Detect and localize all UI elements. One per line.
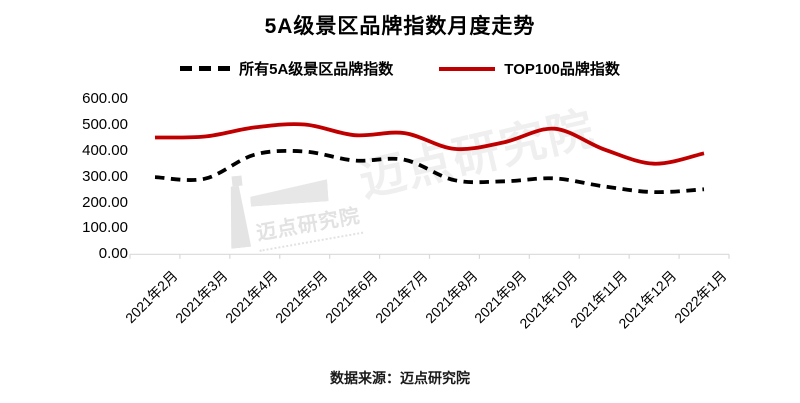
y-axis-tick-label: 200.00 bbox=[82, 193, 128, 211]
legend-item-top100: TOP100品牌指数 bbox=[439, 58, 620, 79]
legend-item-all-5a: 所有5A级景区品牌指数 bbox=[180, 58, 393, 79]
series-line-all-5a bbox=[154, 148, 705, 195]
dashed-line-swatch-icon bbox=[180, 66, 231, 71]
legend-item-label: 所有5A级景区品牌指数 bbox=[239, 61, 394, 78]
y-axis-tick-label: 100.00 bbox=[82, 219, 128, 237]
page-title: 5A级景区品牌指数月度走势 bbox=[264, 15, 536, 38]
solid-line-swatch-icon bbox=[439, 66, 496, 71]
y-axis-tick-label: 400.00 bbox=[82, 141, 128, 159]
legend-item-label: TOP100品牌指数 bbox=[504, 61, 620, 78]
y-axis-tick-label: 300.00 bbox=[82, 167, 128, 185]
y-axis-tick-label: 500.00 bbox=[82, 115, 128, 133]
y-axis-tick-label: 600.00 bbox=[82, 89, 128, 107]
chart-legend: 所有5A级景区品牌指数 TOP100品牌指数 bbox=[0, 58, 800, 79]
series-line-top100 bbox=[154, 122, 705, 166]
y-axis-tick-label: 0.00 bbox=[98, 245, 128, 263]
data-source-note: 数据来源：迈点研究院 bbox=[330, 370, 470, 386]
